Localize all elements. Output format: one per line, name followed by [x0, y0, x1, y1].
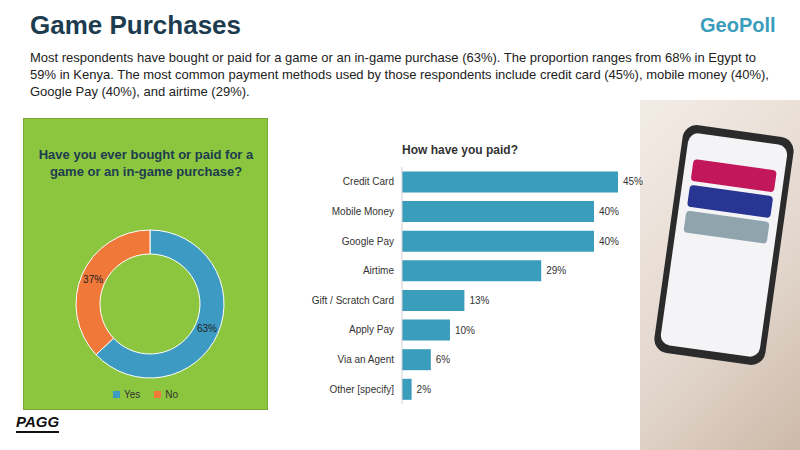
- html-text:Yes: Yes: [123, 389, 141, 400]
- svg-text:Google Pay: Google Pay: [342, 236, 394, 247]
- svg-text:Gift / Scratch Card: Gift / Scratch Card: [312, 295, 394, 306]
- svg-text:2%: 2%: [417, 384, 432, 395]
- svg-text:10%: 10%: [455, 325, 475, 336]
- svg-text:40%: 40%: [599, 236, 619, 247]
- svg-text:Airtime: Airtime: [363, 265, 395, 276]
- svg-text:Apply Pay: Apply Pay: [349, 324, 394, 335]
- html-text:How have you paid?: How have you paid?: [402, 143, 518, 157]
- svg-text:6%: 6%: [436, 354, 451, 365]
- svg-text:40%: 40%: [599, 206, 619, 217]
- html-text:GeoPoll: GeoPoll: [700, 14, 776, 36]
- svg-text:Via an Agent: Via an Agent: [337, 354, 394, 365]
- svg-text:Mobile Money: Mobile Money: [332, 206, 394, 217]
- html-text:No: No: [165, 389, 179, 400]
- svg-text:Other [specify]: Other [specify]: [330, 384, 395, 395]
- svg-text:13%: 13%: [469, 295, 489, 306]
- html-text:Most respondents have bought o: Most respondents have bought or paid for…: [30, 50, 769, 99]
- html-text:Have you ever bought or paid f: Have you ever bought or paid for a game …: [38, 147, 254, 179]
- svg-text:29%: 29%: [546, 265, 566, 276]
- svg-text:45%: 45%: [623, 176, 643, 187]
- html-text:Game Purchases: Game Purchases: [30, 10, 241, 40]
- svg-text:Credit Card: Credit Card: [343, 176, 394, 187]
- html-text:PAGG: PAGG: [16, 413, 60, 430]
- svg-text:37%: 37%: [83, 274, 103, 285]
- svg-text:63%: 63%: [197, 323, 217, 334]
